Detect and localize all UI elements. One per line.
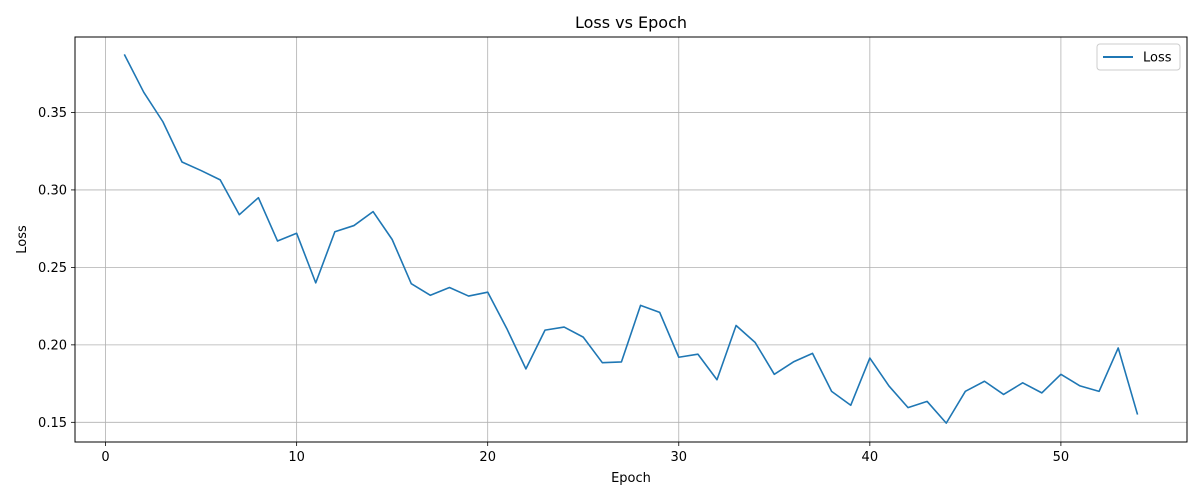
plot-frame [74, 36, 1188, 443]
x-axis: 0 10 20 30 40 50 [101, 442, 1069, 465]
chart-title: Loss vs Epoch [575, 13, 687, 32]
y-tick-label: 0.25 [38, 261, 67, 276]
y-tick-label: 0.15 [38, 416, 67, 431]
x-tick-label: 0 [101, 450, 109, 465]
series-layer [123, 54, 1139, 424]
y-tick-label: 0.20 [38, 338, 67, 353]
x-tick-label: 40 [862, 450, 879, 465]
x-tick-label: 20 [479, 450, 496, 465]
legend-label-loss: Loss [1143, 51, 1172, 66]
legend: Loss [1096, 43, 1181, 71]
x-tick-label: 30 [670, 450, 687, 465]
x-axis-label: Epoch [611, 471, 651, 486]
legend-box [1096, 43, 1181, 71]
y-axis-label: Loss [15, 225, 30, 254]
y-tick-label: 0.30 [38, 183, 67, 198]
x-tick-label: 10 [288, 450, 305, 465]
x-tick-label: 50 [1053, 450, 1070, 465]
grid [75, 37, 1187, 442]
y-tick-label: 0.35 [38, 106, 67, 121]
y-axis: 0.15 0.20 0.25 0.30 0.35 [38, 106, 75, 431]
series-line-loss [123, 54, 1139, 424]
